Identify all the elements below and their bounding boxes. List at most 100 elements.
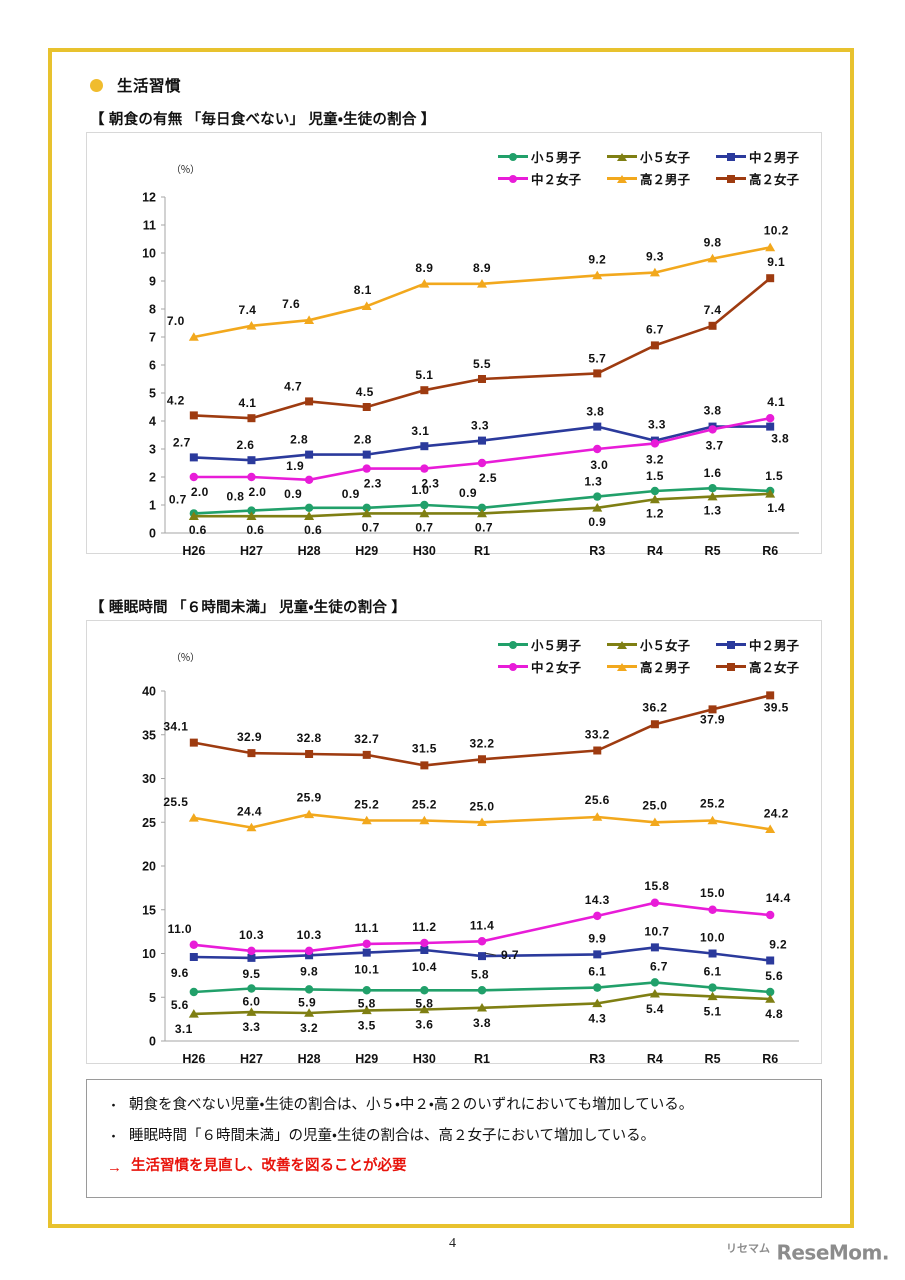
y-axis-tick: 5 bbox=[149, 387, 156, 401]
data-point-marker bbox=[362, 750, 371, 759]
y-axis-tick: 40 bbox=[142, 685, 156, 699]
data-point-marker bbox=[593, 422, 602, 431]
data-label: 11.0 bbox=[168, 922, 192, 936]
data-point-marker bbox=[247, 749, 256, 758]
x-axis-tick: R4 bbox=[647, 544, 663, 555]
legend-swatch-line bbox=[715, 640, 746, 649]
data-point-marker bbox=[189, 953, 198, 961]
data-label: 5.4 bbox=[646, 1002, 664, 1016]
data-label: 9.9 bbox=[588, 931, 606, 945]
data-label: 33.2 bbox=[585, 728, 610, 742]
data-point-marker bbox=[361, 815, 372, 825]
data-point-marker bbox=[477, 458, 487, 468]
legend-swatch-line bbox=[497, 174, 528, 183]
legend-item-2: 小５女子 bbox=[606, 147, 690, 166]
data-label: 34.1 bbox=[163, 720, 188, 734]
data-point-marker bbox=[420, 442, 429, 451]
chart-legend-breakfast: 小５男子 小５女子 中２男子 中２女子 高２男子 高２女子 bbox=[497, 147, 799, 188]
series-line-3 bbox=[192, 946, 772, 962]
data-point-marker bbox=[361, 301, 372, 310]
data-label: 3.1 bbox=[175, 1022, 193, 1036]
data-label: 9.1 bbox=[767, 255, 785, 269]
data-point-marker bbox=[650, 439, 660, 448]
data-point-marker bbox=[650, 943, 659, 952]
data-label: 1.5 bbox=[765, 469, 783, 483]
conclusion-line-3: → 生活習慣を見直し、改善を図ることが必要 bbox=[107, 1157, 801, 1178]
data-label: 3.3 bbox=[471, 419, 489, 433]
data-point-marker bbox=[420, 500, 429, 510]
data-point-marker bbox=[305, 951, 314, 960]
data-point-marker bbox=[478, 755, 486, 764]
series-line-3 bbox=[192, 425, 772, 462]
data-label: 2.8 bbox=[354, 433, 372, 447]
data-label: 4.7 bbox=[284, 379, 302, 393]
y-axis-tick: 12 bbox=[142, 191, 156, 205]
data-point-marker bbox=[477, 937, 487, 946]
data-point-marker bbox=[707, 815, 718, 825]
y-axis-tick: 6 bbox=[149, 359, 156, 373]
legend-swatch-line bbox=[497, 640, 528, 649]
data-label: 11.4 bbox=[470, 918, 494, 932]
data-label: 9.8 bbox=[704, 236, 722, 250]
y-axis-tick: 8 bbox=[149, 303, 156, 317]
data-point-marker bbox=[419, 815, 430, 825]
data-point-marker bbox=[477, 986, 487, 995]
data-label: 4.5 bbox=[356, 385, 374, 399]
data-label: 2.0 bbox=[249, 485, 267, 499]
data-label: 25.5 bbox=[163, 795, 188, 809]
data-label: 3.8 bbox=[704, 404, 722, 418]
y-axis-tick: 30 bbox=[142, 772, 156, 786]
data-label: 0.7 bbox=[475, 520, 493, 534]
data-label: 6.7 bbox=[646, 322, 664, 336]
legend-label: 中２男子 bbox=[748, 151, 799, 165]
y-axis-tick: 1 bbox=[149, 499, 156, 513]
data-label: 0.7 bbox=[362, 520, 380, 534]
data-label: 1.5 bbox=[646, 469, 664, 483]
data-point-marker bbox=[593, 369, 602, 378]
data-label: 39.5 bbox=[764, 700, 789, 714]
data-point-marker bbox=[188, 813, 199, 822]
data-label: 2.5 bbox=[479, 471, 497, 485]
section-heading-label: 生活習慣 bbox=[117, 78, 182, 95]
data-label: 6.0 bbox=[243, 995, 261, 1009]
data-label: 3.3 bbox=[648, 418, 666, 432]
data-point-marker bbox=[362, 503, 371, 512]
section-heading: 生活習慣 bbox=[90, 74, 181, 96]
y-axis-tick: 9 bbox=[149, 275, 156, 289]
data-point-marker bbox=[707, 253, 718, 263]
legend-label: 中２女子 bbox=[530, 661, 581, 675]
data-label: 6.7 bbox=[650, 959, 668, 973]
resemom-logo: リセマム ReseMom. bbox=[726, 1240, 890, 1265]
data-label: 25.2 bbox=[354, 798, 379, 812]
data-label: 0.9 bbox=[459, 486, 477, 500]
legend-item-4: 中２女子 bbox=[497, 169, 581, 188]
data-label: 25.2 bbox=[700, 797, 725, 811]
data-label: 10.3 bbox=[239, 928, 264, 942]
legend-item-1: 小５男子 bbox=[497, 635, 581, 654]
data-point-marker bbox=[362, 403, 371, 411]
data-label: 10.4 bbox=[412, 960, 437, 974]
data-point-marker bbox=[593, 911, 602, 921]
data-label: 4.2 bbox=[167, 393, 185, 407]
data-label: 2.7 bbox=[173, 435, 191, 449]
data-point-marker bbox=[304, 985, 314, 994]
data-label: 32.2 bbox=[470, 736, 495, 750]
data-label: 1.3 bbox=[584, 475, 602, 489]
data-point-marker bbox=[707, 991, 718, 1001]
logo-ruby: リセマム bbox=[726, 1242, 770, 1255]
data-point-marker bbox=[362, 939, 371, 949]
data-label: 7.0 bbox=[167, 314, 185, 328]
data-label: 32.7 bbox=[354, 732, 379, 746]
data-point-marker bbox=[593, 950, 602, 959]
data-point-marker bbox=[420, 386, 429, 395]
legend-swatch-line bbox=[497, 152, 528, 161]
data-label: 9.2 bbox=[769, 938, 787, 952]
conclusion-box: ・朝食を食べない児童・生徒の割合は、小５・中２・高２のいずれにおいても増加してい… bbox=[86, 1079, 822, 1198]
data-label: 10.7 bbox=[644, 924, 669, 938]
data-label: 1.6 bbox=[704, 466, 722, 480]
data-point-marker bbox=[478, 952, 486, 961]
data-label: 32.8 bbox=[297, 731, 322, 745]
data-label: 3.3 bbox=[243, 1020, 261, 1034]
data-label: 7.4 bbox=[239, 303, 257, 317]
